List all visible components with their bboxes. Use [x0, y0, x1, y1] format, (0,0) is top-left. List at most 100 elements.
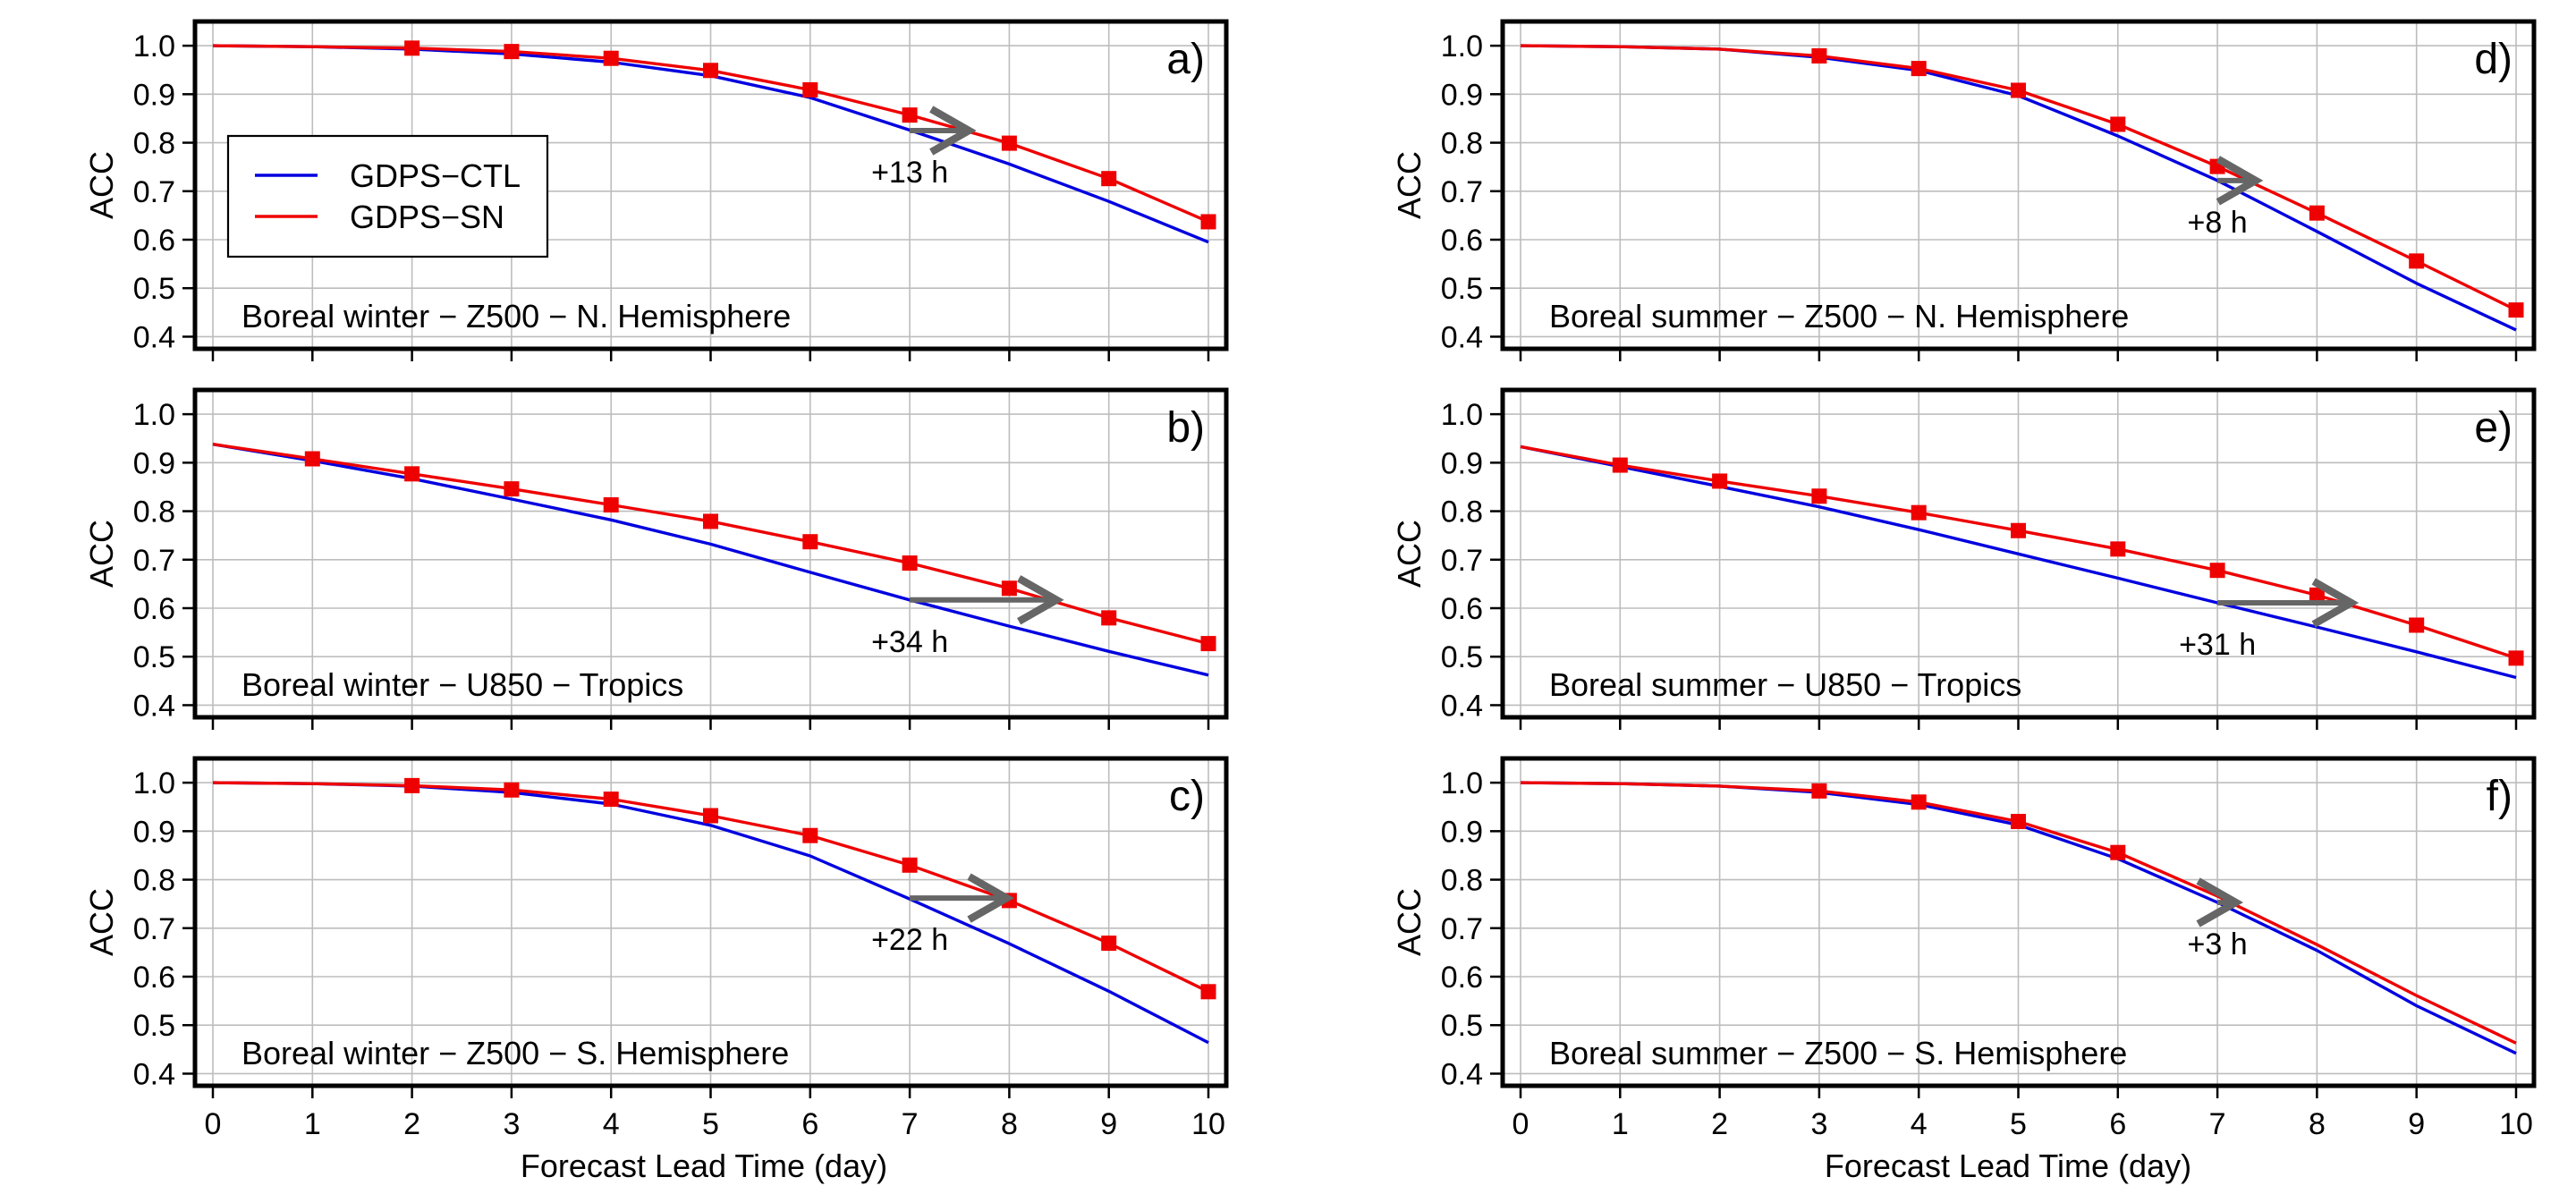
y-tick-label: 0.8 [133, 864, 175, 898]
series-marker-gdps-sn [2110, 844, 2126, 860]
series-marker-gdps-sn [2508, 302, 2524, 318]
series-marker-gdps-sn [703, 808, 718, 824]
series-marker-gdps-sn [902, 107, 918, 123]
panel-title: Boreal winter − Z500 − S. Hemisphere [242, 1035, 789, 1071]
series-marker-gdps-sn [703, 63, 718, 79]
x-tick-label: 10 [2499, 1107, 2533, 1141]
panel-tag: c) [1169, 773, 1205, 820]
x-tick-label: 2 [1711, 1107, 1728, 1141]
y-tick-label: 0.9 [133, 815, 175, 849]
panel-tag: f) [2487, 773, 2512, 820]
series-marker-gdps-sn [902, 555, 918, 572]
series-marker-gdps-sn [1101, 936, 1117, 952]
y-tick-label: 0.9 [133, 446, 175, 480]
y-axis-label: ACC [1391, 151, 1428, 219]
series-marker-gdps-sn [1712, 473, 1728, 489]
series-marker-gdps-sn [404, 777, 420, 793]
series-marker-gdps-sn [902, 857, 918, 873]
y-tick-label: 0.7 [1441, 175, 1483, 209]
series-marker-gdps-sn [802, 534, 818, 550]
y-tick-label: 0.9 [1441, 78, 1483, 112]
y-axis-label: ACC [1391, 888, 1428, 956]
y-tick-label: 0.4 [133, 689, 175, 723]
grid [195, 390, 1226, 717]
panel-frame [192, 19, 1229, 351]
panel-title: Boreal summer − U850 − Tropics [1549, 666, 2021, 703]
x-tick-label: 7 [2209, 1107, 2226, 1141]
y-tick-label: 0.6 [133, 592, 175, 626]
series-marker-gdps-sn [1101, 610, 1117, 626]
panels-layer: 0.4 0.5 0.6 0.7 0.8 0.9 1.0 ACC +13 h Boreal wint… [83, 19, 2537, 1141]
panel-b: 0.4 0.5 0.6 0.7 0.8 0.9 1.0 ACC +34 h Boreal wint… [83, 387, 1229, 730]
y-tick-label: 0.6 [1441, 961, 1483, 995]
series-marker-gdps-sn [2011, 522, 2026, 538]
x-tick-label: 6 [2109, 1107, 2126, 1141]
y-tick-label: 0.5 [133, 272, 175, 306]
x-tick-label: 3 [503, 1107, 520, 1141]
series-marker-gdps-sn [404, 40, 420, 56]
x-tick-label: 7 [902, 1107, 919, 1141]
series-marker-gdps-sn [2409, 253, 2425, 269]
x-tick-label: 9 [2408, 1107, 2425, 1141]
x-tick-label: 5 [2010, 1107, 2027, 1141]
y-tick-label: 0.4 [133, 320, 175, 354]
series-marker-gdps-sn [2011, 813, 2026, 829]
x-tick-label: 2 [403, 1107, 420, 1141]
y-tick-label: 0.7 [133, 544, 175, 578]
series-marker-gdps-sn [703, 513, 718, 529]
series-marker-gdps-sn [1612, 457, 1628, 473]
series-marker-gdps-sn [504, 782, 520, 798]
x-tick-label: 0 [205, 1107, 222, 1141]
series-marker-gdps-sn [1200, 984, 1216, 1000]
gain-label: +8 h [2188, 206, 2248, 240]
y-tick-label: 0.8 [133, 127, 175, 161]
legend-entry-label: GDPS−SN [350, 199, 504, 235]
series-marker-gdps-sn [2011, 82, 2026, 98]
y-tick-label: 0.6 [1441, 224, 1483, 258]
series-line-gdps-ctl [1520, 445, 2517, 680]
panel-e: 0.4 0.5 0.6 0.7 0.8 0.9 1.0 ACC +31 h Boreal summ… [1391, 387, 2537, 730]
series-marker-gdps-sn [2409, 617, 2425, 633]
x-axis-label-left: Forecast Lead Time (day) [521, 1147, 887, 1184]
series-marker-gdps-sn [1811, 783, 1827, 799]
y-tick-label: 0.9 [133, 78, 175, 112]
series-marker-gdps-sn [1911, 794, 1927, 810]
panel-c: 0.4 0.5 0.6 0.7 0.8 0.9 1.0 0 1 2 3 4 5 6 7 8 9 10 ACC +22 … [83, 756, 1229, 1141]
y-tick-label: 1.0 [133, 30, 175, 64]
y-tick-label: 0.9 [1441, 446, 1483, 480]
x-tick-label: 6 [801, 1107, 818, 1141]
y-axis-label: ACC [83, 888, 120, 956]
panel-title: Boreal summer − Z500 − N. Hemisphere [1549, 298, 2129, 334]
panel-frame [192, 756, 1229, 1088]
series-marker-gdps-sn [2209, 563, 2225, 579]
y-tick-label: 0.7 [133, 912, 175, 946]
series-marker-gdps-sn [2110, 541, 2126, 557]
series-marker-gdps-sn [1200, 636, 1216, 652]
y-axis-label: ACC [83, 151, 120, 219]
y-axis-label: ACC [83, 520, 120, 588]
y-tick-label: 1.0 [1441, 398, 1483, 432]
series-marker-gdps-sn [603, 50, 619, 66]
x-axis-label-right: Forecast Lead Time (day) [1825, 1147, 2191, 1184]
gain-label: +22 h [871, 923, 948, 957]
x-tick-label: 8 [2309, 1107, 2326, 1141]
series-marker-gdps-sn [2309, 205, 2325, 221]
y-tick-label: 0.8 [1441, 127, 1483, 161]
panel-frame [1500, 756, 2537, 1088]
x-tick-label: 5 [702, 1107, 719, 1141]
panel-tag: e) [2474, 404, 2512, 452]
panel-frame [1500, 387, 2537, 720]
series-group [212, 40, 1216, 244]
series-marker-gdps-sn [1001, 135, 1017, 151]
gain-label: +13 h [871, 156, 948, 190]
shared-x-axis: Forecast Lead Time (day) Forecast Lead T… [521, 1147, 2191, 1184]
y-tick-label: 0.5 [1441, 1009, 1483, 1043]
series-marker-gdps-sn [504, 44, 520, 60]
y-tick-label: 0.7 [133, 175, 175, 209]
panel-a: 0.4 0.5 0.6 0.7 0.8 0.9 1.0 ACC +13 h Boreal wint… [83, 19, 1229, 361]
series-marker-gdps-sn [404, 466, 420, 482]
series-group [1520, 445, 2524, 680]
y-tick-label: 0.6 [133, 961, 175, 995]
legend-box [226, 134, 549, 258]
